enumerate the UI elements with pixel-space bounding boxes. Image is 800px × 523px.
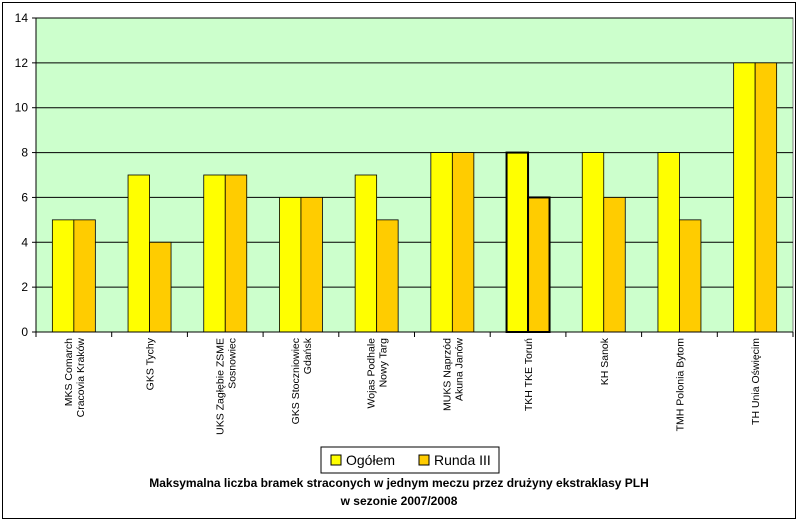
chart-subtitle: w sezonie 2007/2008 (340, 494, 458, 508)
bar-ogolem-9 (733, 62, 756, 333)
axes (35, 18, 794, 337)
x-tick-label: Wojas PodhaleNowy Targ (366, 338, 390, 409)
x-tick-label: KH Sanok (599, 337, 611, 385)
bar-ogolem-2 (203, 174, 226, 333)
y-tick-label: 12 (15, 56, 29, 70)
bar-ogolem-7 (581, 152, 605, 333)
x-tick-label: MUKS NaprzódAkuna Janów (441, 338, 465, 411)
legend-label-runda-iii: Runda III (434, 452, 491, 468)
x-tick-label: GKS Tychy (145, 337, 157, 390)
bar-ogolem-8 (657, 152, 680, 333)
bar-runda-iii-5 (451, 152, 475, 333)
bar-runda-iii-2 (224, 174, 248, 333)
bars (51, 62, 778, 333)
y-tick-label: 8 (21, 146, 28, 160)
x-tick-label: TKH TKE Toruń (523, 338, 535, 411)
y-tick-label: 10 (15, 101, 29, 115)
x-tick-label: TH Unia Oświęcim (750, 338, 762, 425)
bar-runda-iii-0 (73, 219, 96, 333)
bar-runda-iii-7 (603, 197, 626, 333)
bar-runda-iii-1 (149, 241, 172, 333)
legend-swatch-ogolem (330, 454, 342, 466)
y-tick-label: 4 (21, 235, 28, 249)
x-tick-labels: MKS ComarchCracovia Kraków GKS Tychy UKS Z… (63, 337, 762, 435)
x-tick-label: UKS Zagłębie ZSMESosnowiec (214, 338, 238, 435)
x-tick-label: MKS ComarchCracovia Kraków (63, 338, 87, 418)
bar-ogolem-1 (127, 174, 150, 333)
x-tick-label: GKS StoczniowiecGdańsk (290, 337, 314, 424)
y-tick-label: 0 (21, 325, 28, 339)
legend-box (320, 446, 500, 474)
bar-chart: 0 2 4 6 8 10 12 14 MKS ComarchCracovia Kraków GK… (15, 11, 794, 508)
legend-label-ogolem: Ogółem (346, 452, 395, 468)
y-tick-label: 6 (21, 190, 28, 204)
y-tick-label: 14 (15, 11, 29, 25)
bar-ogolem-6 (505, 151, 530, 333)
bar-ogolem-0 (51, 219, 75, 333)
bar-runda-iii-6 (527, 196, 551, 333)
chart-title: Maksymalna liczba bramek straconych w je… (149, 476, 649, 490)
x-tick-label: TMH Polonia Bytom (674, 338, 686, 432)
legend: Ogółem Runda III (320, 446, 500, 474)
bar-runda-iii-4 (376, 219, 399, 333)
y-tick-labels: 0 2 4 6 8 10 12 14 (15, 11, 36, 339)
legend-swatch-runda-iii (418, 454, 430, 466)
y-tick-label: 2 (21, 280, 28, 294)
bar-runda-iii-9 (754, 62, 778, 333)
bar-ogolem-5 (430, 152, 453, 333)
bar-runda-iii-8 (679, 219, 702, 333)
bar-ogolem-4 (354, 174, 378, 333)
bar-runda-iii-3 (300, 197, 323, 333)
bar-ogolem-3 (279, 197, 302, 333)
